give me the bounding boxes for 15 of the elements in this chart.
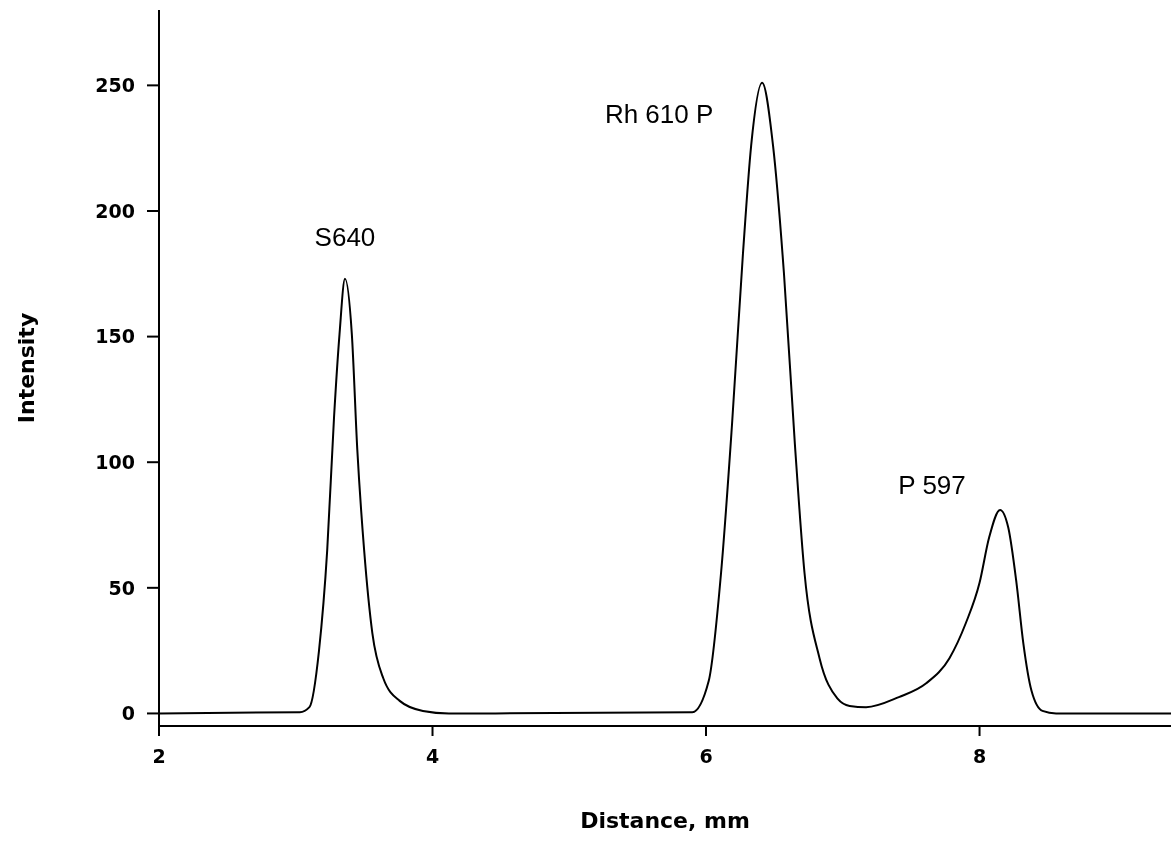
x-tick-label: 6 xyxy=(699,745,713,768)
x-tick-label: 2 xyxy=(152,745,166,768)
x-axis-title: Distance, mm xyxy=(580,808,750,833)
annotation: S640 xyxy=(314,222,376,253)
x-tick-label: 4 xyxy=(425,745,440,768)
y-axis-title: Intensity xyxy=(13,312,39,424)
y-tick-label: 50 xyxy=(108,576,135,599)
annotation: Rh 610 P xyxy=(604,99,714,130)
y-tick-label: 0 xyxy=(121,702,135,725)
annotation: P 597 xyxy=(898,470,966,501)
x-tick-label: 8 xyxy=(972,745,987,768)
y-tick-label: 250 xyxy=(95,74,135,97)
y-tick-label: 200 xyxy=(95,199,135,222)
y-tick-label: 100 xyxy=(95,450,135,473)
y-tick-label: 150 xyxy=(95,325,135,348)
